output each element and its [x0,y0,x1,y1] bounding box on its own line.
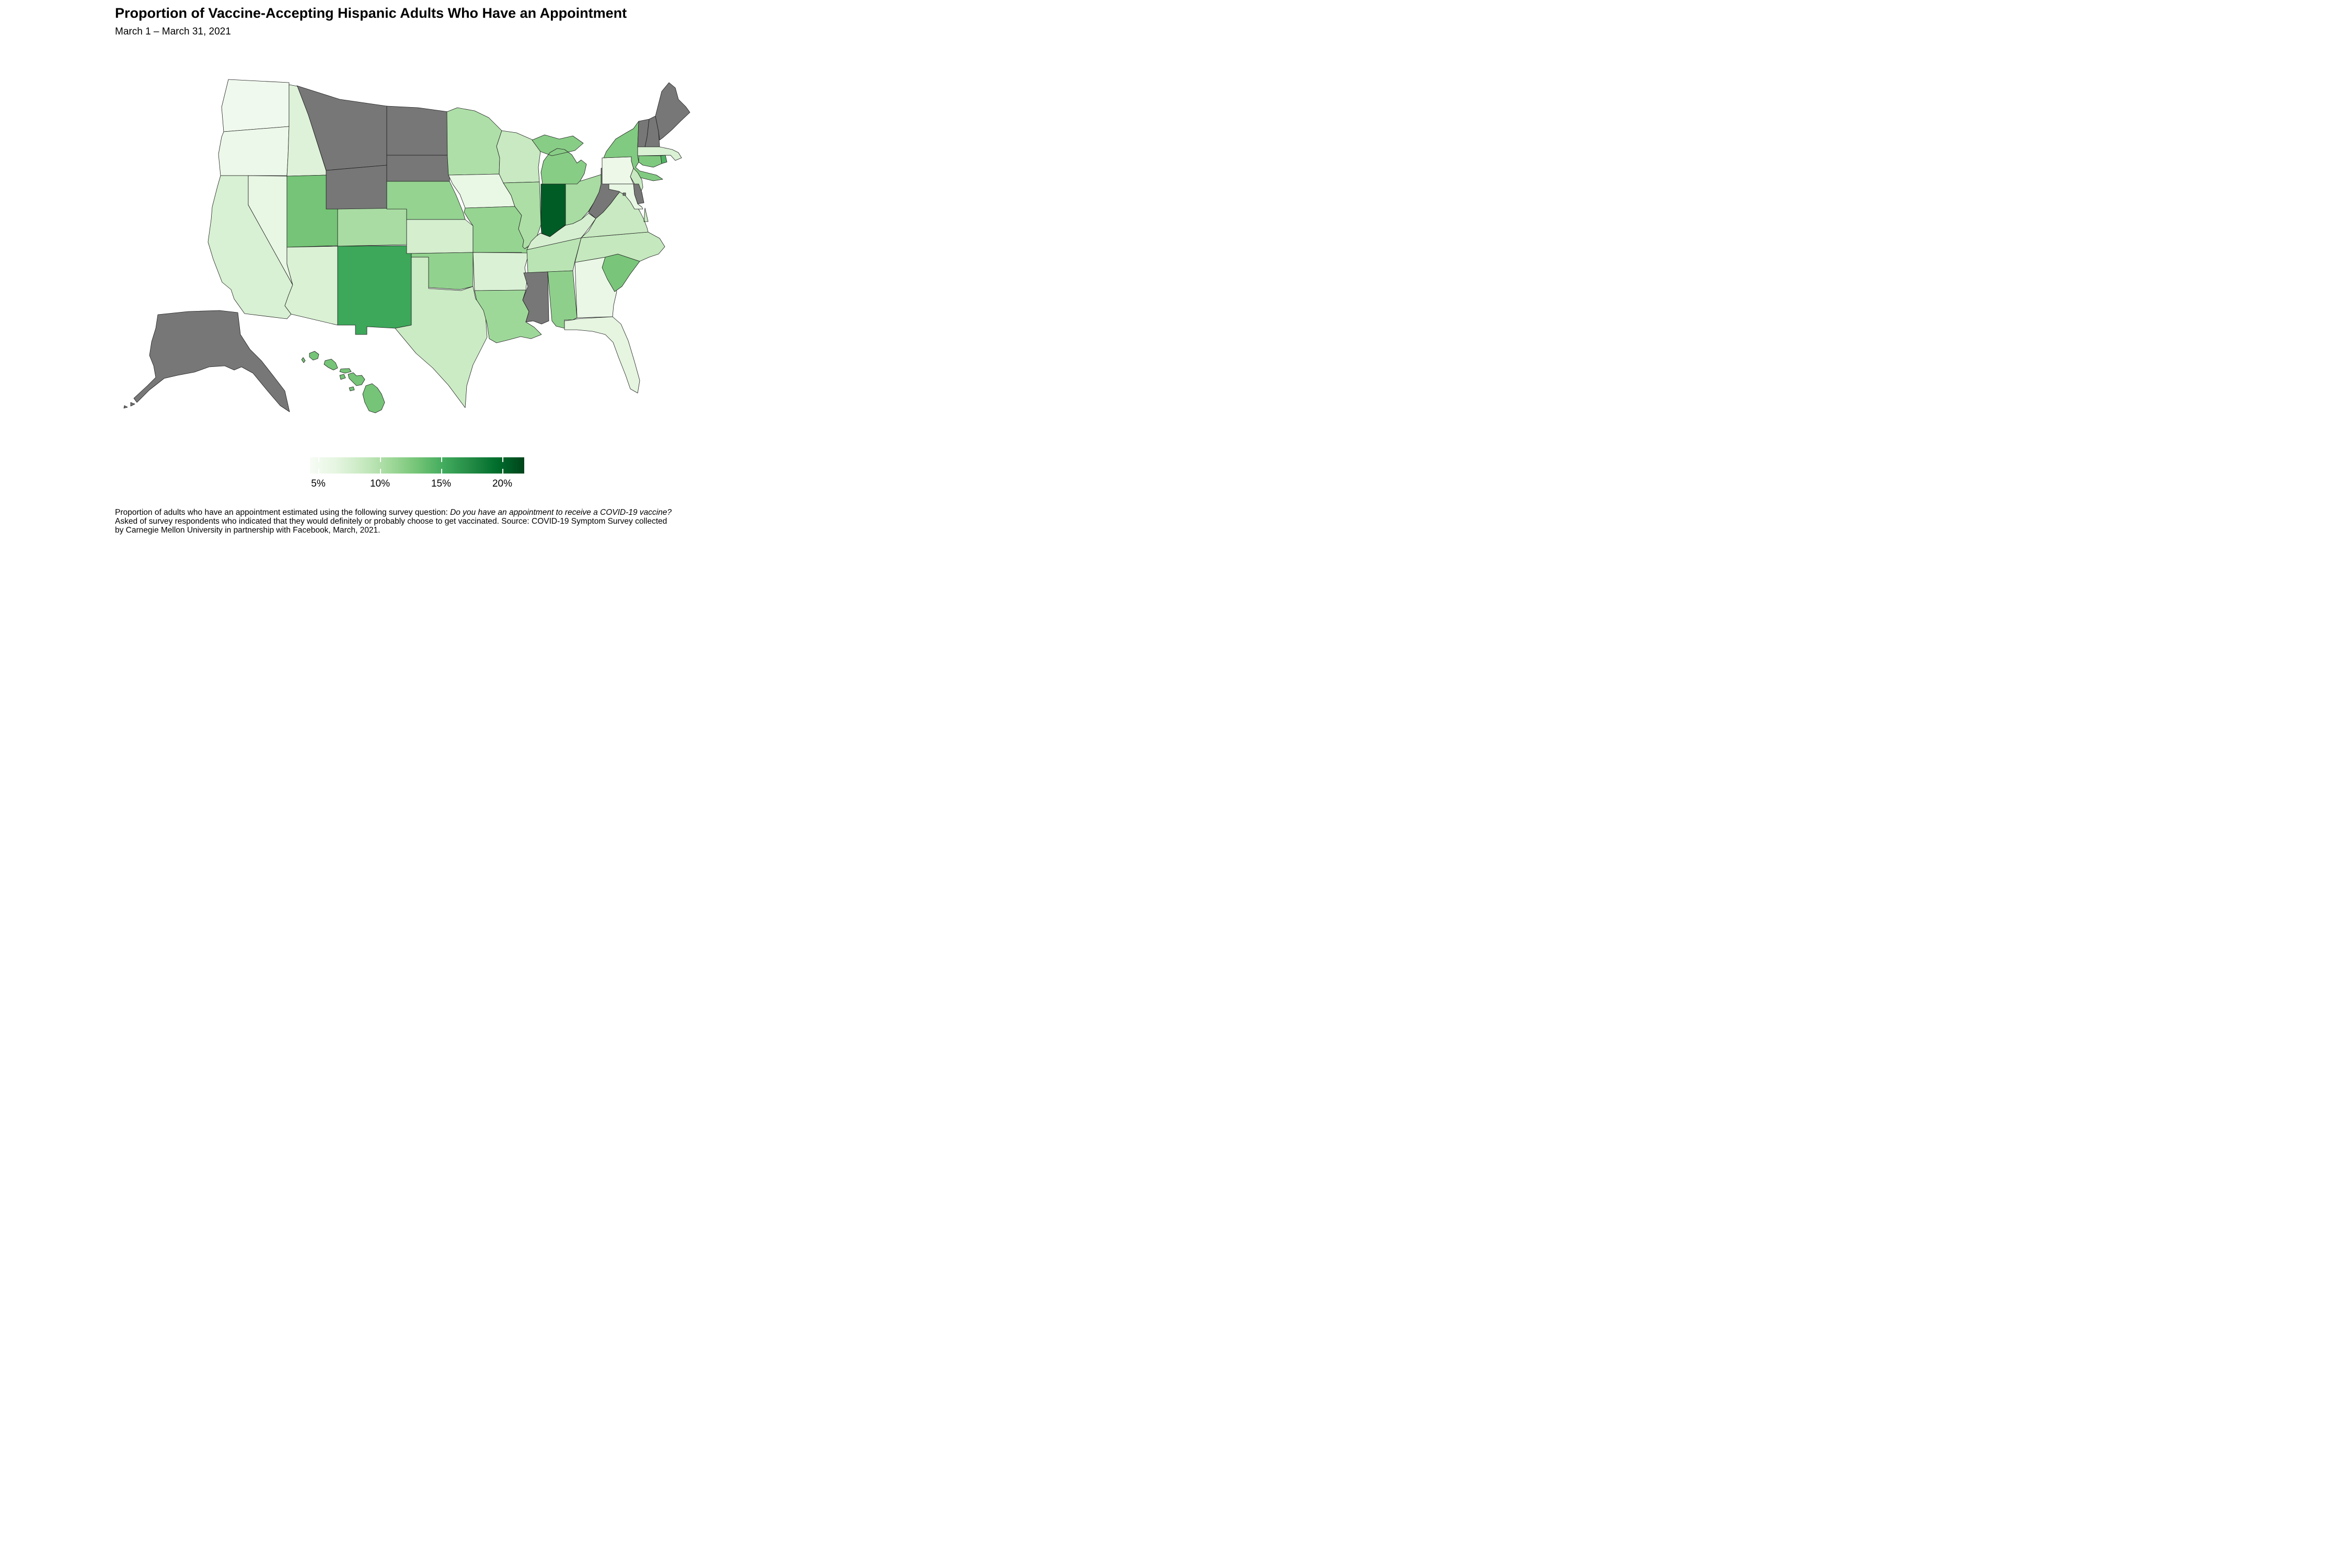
state-alabama [547,270,578,329]
page-title: Proportion of Vaccine-Accepting Hispanic… [115,5,627,21]
state-pennsylvania [602,156,634,185]
state-oregon [218,126,290,176]
state-arizona [284,246,338,326]
state-alaska [123,310,290,412]
legend-tick-mark [441,469,442,474]
state-mississippi [522,271,549,325]
state-kansas [406,219,474,254]
state-texas [395,257,488,408]
state-washington [221,79,290,132]
date-range-subtitle: March 1 – March 31, 2021 [115,26,231,37]
state-maine [655,82,690,141]
us-choropleth-map [123,79,690,413]
states-group [123,79,690,413]
state-new-mexico [337,245,412,335]
state-michigan [532,134,587,185]
legend-gradient-bar [310,457,524,474]
footnote-line2: Asked of survey respondents who indicate… [115,517,667,526]
state-district-of-columbia [622,192,626,196]
state-wyoming [326,165,387,211]
footnote-survey-question: Do you have an appointment to receive a … [450,508,672,517]
legend-tick-mark [380,457,381,462]
state-north-dakota [386,106,449,156]
state-minnesota [446,107,502,176]
state-wisconsin [496,130,541,183]
state-arkansas [472,252,529,291]
legend-tick-mark [441,457,442,462]
state-new-york [603,121,663,181]
state-hawaii [301,351,385,413]
legend-tick-label: 5% [311,478,326,489]
color-legend: 5% 10% 15% 20% [310,457,524,505]
legend-tick-label: 15% [431,478,452,489]
state-north-carolina [574,232,665,263]
footnote: Proportion of adults who have an appoint… [115,508,753,535]
state-connecticut [638,155,662,168]
footnote-line3: by Carnegie Mellon University in partner… [115,526,381,535]
choropleth-figure: Proportion of Vaccine-Accepting Hispanic… [0,0,808,535]
legend-tick-mark [502,469,503,474]
legend-tick-label: 20% [492,478,513,489]
state-colorado [337,207,407,247]
legend-tick-label: 10% [370,478,390,489]
state-south-dakota [386,155,451,182]
legend-tick-mark [318,457,319,462]
state-florida [564,316,640,394]
state-maryland [608,183,643,210]
legend-tick-mark [502,457,503,462]
footnote-line1-prefix: Proportion of adults who have an appoint… [115,508,451,517]
legend-tick-mark [380,469,381,474]
state-tennessee [526,237,582,273]
legend-tick-mark [318,469,319,474]
